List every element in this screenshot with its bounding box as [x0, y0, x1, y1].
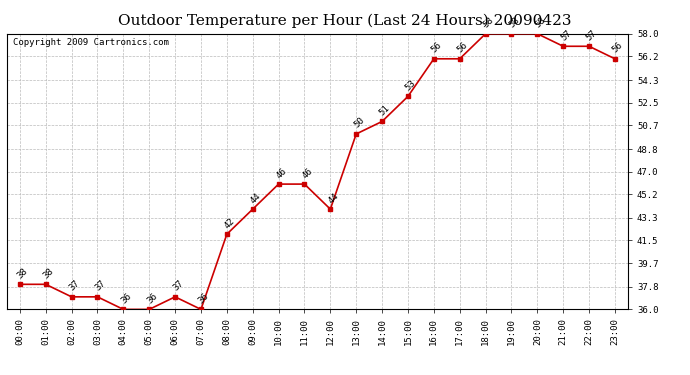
Text: Copyright 2009 Cartronics.com: Copyright 2009 Cartronics.com — [13, 38, 169, 47]
Text: 36: 36 — [119, 291, 133, 305]
Text: 56: 56 — [611, 40, 624, 55]
Text: 37: 37 — [68, 279, 81, 292]
Text: 42: 42 — [223, 216, 237, 230]
Text: 46: 46 — [300, 166, 314, 180]
Text: Outdoor Temperature per Hour (Last 24 Hours) 20090423: Outdoor Temperature per Hour (Last 24 Ho… — [118, 13, 572, 27]
Text: 44: 44 — [326, 191, 340, 205]
Text: 56: 56 — [430, 40, 444, 55]
Text: 57: 57 — [559, 28, 573, 42]
Text: 57: 57 — [585, 28, 599, 42]
Text: 51: 51 — [378, 104, 392, 117]
Text: 38: 38 — [16, 266, 30, 280]
Text: 37: 37 — [93, 279, 107, 292]
Text: 58: 58 — [533, 16, 547, 30]
Text: 56: 56 — [455, 40, 469, 55]
Text: 46: 46 — [275, 166, 288, 180]
Text: 50: 50 — [352, 116, 366, 130]
Text: 37: 37 — [171, 279, 185, 292]
Text: 44: 44 — [248, 191, 262, 205]
Text: 36: 36 — [197, 291, 210, 305]
Text: 38: 38 — [41, 266, 55, 280]
Text: 58: 58 — [507, 16, 521, 30]
Text: 36: 36 — [145, 291, 159, 305]
Text: 53: 53 — [404, 78, 417, 92]
Text: 58: 58 — [482, 16, 495, 30]
